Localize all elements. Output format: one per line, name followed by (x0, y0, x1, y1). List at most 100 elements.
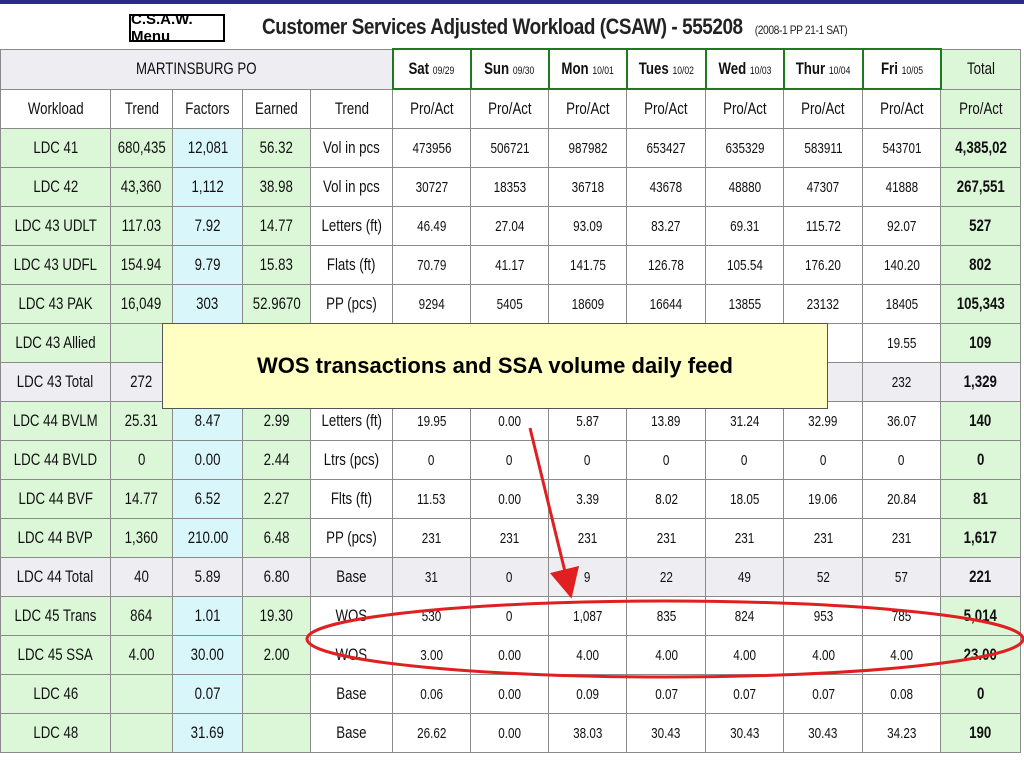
workload-cell-text: LDC 46 (32, 684, 78, 703)
earned-cell-text: 2.44 (263, 450, 290, 469)
day-value: 0 (506, 569, 513, 586)
factors-cell: 31.69 (172, 713, 244, 753)
unit-cell: PP (pcs) (310, 518, 394, 558)
trend-cell: 14.77 (109, 479, 174, 519)
day-value: 0.07 (733, 686, 757, 703)
day-value: 52 (816, 569, 830, 586)
earned-cell-text: 52.9670 (252, 294, 301, 313)
office-name: MARTINSBURG PO (0, 48, 394, 90)
total-value: 267,551 (956, 177, 1005, 196)
total-cell: 140 (940, 401, 1022, 441)
day-value-cell: 30.43 (705, 713, 785, 753)
day-value-cell: 69.31 (705, 206, 785, 246)
day-header: Wed 10/03 (704, 48, 785, 90)
total-cell: 105,343 (940, 284, 1022, 324)
trend-cell: 4.00 (109, 635, 174, 675)
trend-cell-text: 4.00 (128, 645, 155, 664)
day-value-cell: 3.39 (548, 479, 628, 519)
day-value: 30.43 (651, 725, 681, 742)
day-value-cell: 0 (626, 440, 707, 480)
day-value: 48880 (728, 179, 761, 196)
total-cell: 221 (940, 557, 1022, 597)
day-value: 34.23 (886, 725, 917, 742)
total-cell: 23.00 (940, 635, 1022, 675)
day-value: 231 (734, 530, 755, 547)
total-value: 105,343 (956, 294, 1005, 313)
day-value: 0 (584, 452, 591, 469)
unit-cell: Vol in pcs (310, 128, 394, 168)
csaw-menu-button[interactable]: C.S.A.W. Menu (129, 11, 225, 45)
day-value: 16644 (649, 296, 683, 313)
day-value-cell: 635329 (705, 128, 785, 168)
earned-cell: 38.98 (242, 167, 312, 207)
day-value-cell: 0.07 (783, 674, 864, 714)
table-row: LDC 46 0.07 Base 0.06 0.00 0.09 0.07 0.07 0.07 0.… (0, 674, 1022, 714)
factors-cell-text: 0.00 (194, 450, 221, 469)
day-value-cell: 1,087 (548, 596, 628, 636)
day-value: 19.06 (808, 491, 838, 508)
day-value: 93.09 (572, 218, 603, 235)
table-row: LDC 44 BVLD 0 0.00 2.44 Ltrs (pcs) 0 0 0 0 0 0 0 0 (0, 440, 1022, 480)
day-value: 824 (734, 608, 755, 625)
factors-cell-text: 5.89 (194, 567, 221, 586)
day-value-cell: 16644 (626, 284, 707, 324)
day-header: Sun 09/30 (469, 48, 550, 90)
unit-cell: WOS (310, 635, 394, 675)
day-value: 583911 (804, 140, 843, 157)
day-value: 176.20 (805, 257, 842, 274)
day-value-cell: 47307 (783, 167, 864, 207)
day-value-cell: 18353 (470, 167, 550, 207)
workload-cell: LDC 43 UDFL (0, 245, 111, 285)
day-value-cell: 0.00 (470, 635, 550, 675)
workload-cell: LDC 44 BVF (0, 479, 111, 519)
day-value-cell: 27.04 (470, 206, 550, 246)
day-value: 232 (891, 374, 912, 391)
day-value: 41.17 (494, 257, 525, 274)
factors-cell: 9.79 (172, 245, 244, 285)
total-cell: 5,014 (940, 596, 1022, 636)
day-value-cell: 0 (470, 557, 550, 597)
trend-cell-text: 43,360 (121, 177, 162, 196)
factors-cell: 303 (172, 284, 244, 324)
day-header: Fri 10/05 (861, 48, 942, 90)
workload-cell-text: LDC 43 Allied (15, 333, 96, 352)
day-value-cell: 530 (392, 596, 472, 636)
total-cell: 1,617 (940, 518, 1022, 558)
day-header: Tues 10/02 (625, 48, 707, 90)
day-value-cell: 49 (705, 557, 785, 597)
day-value-cell: 3.00 (392, 635, 472, 675)
table-row: LDC 42 43,360 1,112 38.98 Vol in pcs 30727 183… (0, 167, 1022, 207)
day-value-cell: 57 (862, 557, 942, 597)
day-value-cell: 22 (626, 557, 707, 597)
workload-cell: LDC 44 BVLM (0, 401, 111, 441)
total-value: 5,014 (964, 606, 998, 625)
day-value: 13.89 (651, 413, 681, 430)
table-row: LDC 45 SSA 4.00 30.00 2.00 WOS 3.00 0.00 4.00 4.… (0, 635, 1022, 675)
day-value-cell: 231 (705, 518, 785, 558)
day-value-cell: 835 (626, 596, 707, 636)
day-value: 92.07 (886, 218, 917, 235)
day-value: 30.43 (729, 725, 760, 742)
day-value: 5.87 (576, 413, 600, 430)
day-value: 3.39 (576, 491, 600, 508)
table-row: LDC 41 680,435 12,081 56.32 Vol in pcs 473956… (0, 128, 1022, 168)
workload-cell-text: LDC 43 UDLT (14, 216, 97, 235)
table-row: LDC 44 BVP 1,360 210.00 6.48 PP (pcs) 231 231 2… (0, 518, 1022, 558)
earned-cell: 56.32 (242, 128, 312, 168)
day-value-cell: 105.54 (705, 245, 785, 285)
factors-cell-text: 6.52 (194, 489, 221, 508)
day-value-cell: 18609 (548, 284, 628, 324)
day-date: 10/05 (901, 65, 923, 77)
day-value: 635329 (725, 140, 765, 157)
earned-cell-text: 15.83 (260, 255, 294, 274)
day-value-cell: 18.05 (705, 479, 785, 519)
workload-cell: LDC 43 UDLT (0, 206, 111, 246)
unit-cell: Letters (ft) (310, 206, 394, 246)
day-value-cell: 231 (626, 518, 707, 558)
day-value: 18405 (885, 296, 918, 313)
day-value: 8.02 (654, 491, 678, 508)
day-value: 30.43 (808, 725, 838, 742)
day-value: 473956 (412, 140, 452, 157)
total-cell: 109 (940, 323, 1022, 363)
